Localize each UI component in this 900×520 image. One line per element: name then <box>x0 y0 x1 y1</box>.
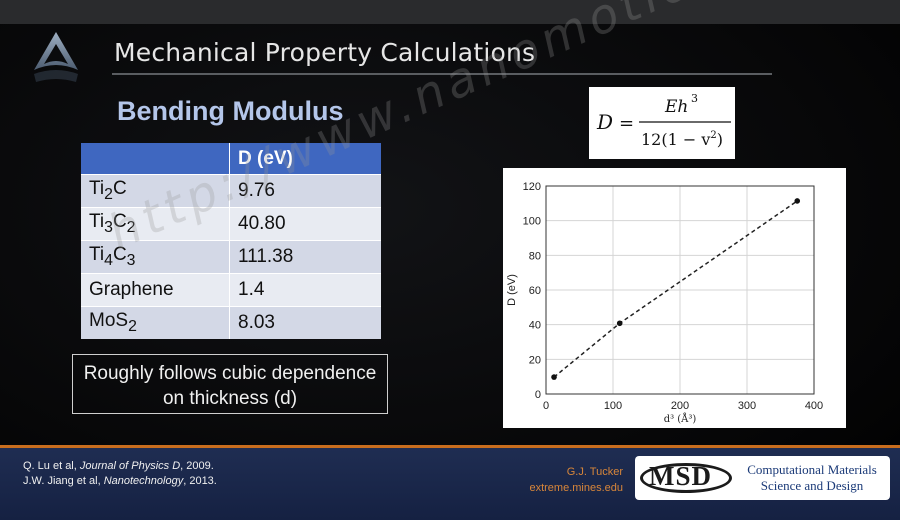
x-tick-label: 200 <box>671 400 689 412</box>
table-header-row: D (eV) <box>81 143 381 175</box>
bending-modulus-formula: D = Eh 3 12(1 − v2) <box>589 87 735 159</box>
table-row: Ti2C 9.76 <box>81 174 381 208</box>
formula-numerator: Eh <box>664 97 688 117</box>
value-cell: 8.03 <box>229 306 381 339</box>
value-cell: 9.76 <box>229 174 381 208</box>
table-row: Ti3C2 40.80 <box>81 207 381 241</box>
x-tick-label: 0 <box>543 400 549 412</box>
table-row: Ti4C3 111.38 <box>81 240 381 274</box>
material-cell: MoS2 <box>81 306 230 339</box>
material-cell: Graphene <box>81 273 230 307</box>
msd-logo-text: MSD <box>649 461 712 491</box>
table-header-material <box>81 143 230 175</box>
x-tick-label: 300 <box>738 400 756 412</box>
formula-denominator: 12(1 − v2) <box>641 130 723 149</box>
formula-lhs: D <box>596 110 613 134</box>
data-point <box>794 198 801 204</box>
x-axis-label: d³ (Å³) <box>664 413 697 425</box>
y-tick-label: 40 <box>529 320 541 332</box>
y-tick-label: 100 <box>523 216 541 228</box>
plot-frame <box>545 185 815 395</box>
table-row: MoS2 8.03 <box>81 306 381 339</box>
msd-logo-oval <box>640 463 732 493</box>
msd-logo: MSD Computational Materials Science and … <box>635 456 890 500</box>
bending-modulus-chart: 0 100 200 300 400 0 20 40 60 80 100 120 d³ (Å³) D (eV… <box>506 181 823 425</box>
msd-logo-subtitle: Computational Materials Science and Desi… <box>747 462 877 493</box>
author-site: extreme.mines.edu <box>529 482 623 494</box>
data-point <box>616 320 623 327</box>
y-tick-label: 60 <box>529 285 541 297</box>
value-cell: 111.38 <box>229 240 381 274</box>
x-tick-label: 100 <box>604 400 622 412</box>
formula-numerator-exp: 3 <box>691 92 698 105</box>
footer-accent-rule <box>0 445 900 448</box>
value-cell: 1.4 <box>229 273 381 307</box>
material-cell: Ti4C3 <box>81 240 230 274</box>
y-tick-label: 80 <box>529 250 541 262</box>
formula-equals: = <box>619 113 634 134</box>
table-row: Graphene 1.4 <box>81 273 381 307</box>
school-logo-icon <box>34 32 78 82</box>
y-axis-label: D (eV) <box>506 274 518 306</box>
fit-line <box>553 200 798 378</box>
section-heading: Bending Modulus <box>117 96 344 126</box>
slide-title: Mechanical Property Calculations <box>114 38 536 67</box>
title-divider <box>112 73 772 75</box>
references: Q. Lu et al, Journal of Physics D, 2009.… <box>23 459 217 489</box>
reference-2: J.W. Jiang et al, Nanotechnology, 2013. <box>23 475 217 487</box>
value-cell: 40.80 <box>229 207 381 241</box>
footer: Q. Lu et al, Journal of Physics D, 2009.… <box>0 448 900 520</box>
author-name: G.J. Tucker <box>566 466 623 478</box>
reference-1: Q. Lu et al, Journal of Physics D, 2009. <box>23 460 214 472</box>
table-header-d: D (eV) <box>229 143 381 175</box>
material-cell: Ti3C2 <box>81 207 230 241</box>
top-bar <box>0 0 900 24</box>
chart-container: 0 100 200 300 400 0 20 40 60 80 100 120 d³ (Å³) D (eV… <box>503 168 846 428</box>
x-tick-label: 400 <box>805 400 823 412</box>
y-tick-label: 20 <box>529 354 541 366</box>
author-block: G.J. Tucker extreme.mines.edu <box>508 464 623 496</box>
material-cell: Ti2C <box>81 174 230 208</box>
y-tick-label: 0 <box>535 389 541 401</box>
y-tick-label: 120 <box>523 181 541 193</box>
bending-modulus-table: D (eV) Ti2C 9.76 Ti3C2 40.80 Ti4C3 111.3… <box>81 143 381 339</box>
data-point <box>551 374 557 380</box>
note-box: Roughly follows cubic dependence on thic… <box>72 354 388 414</box>
